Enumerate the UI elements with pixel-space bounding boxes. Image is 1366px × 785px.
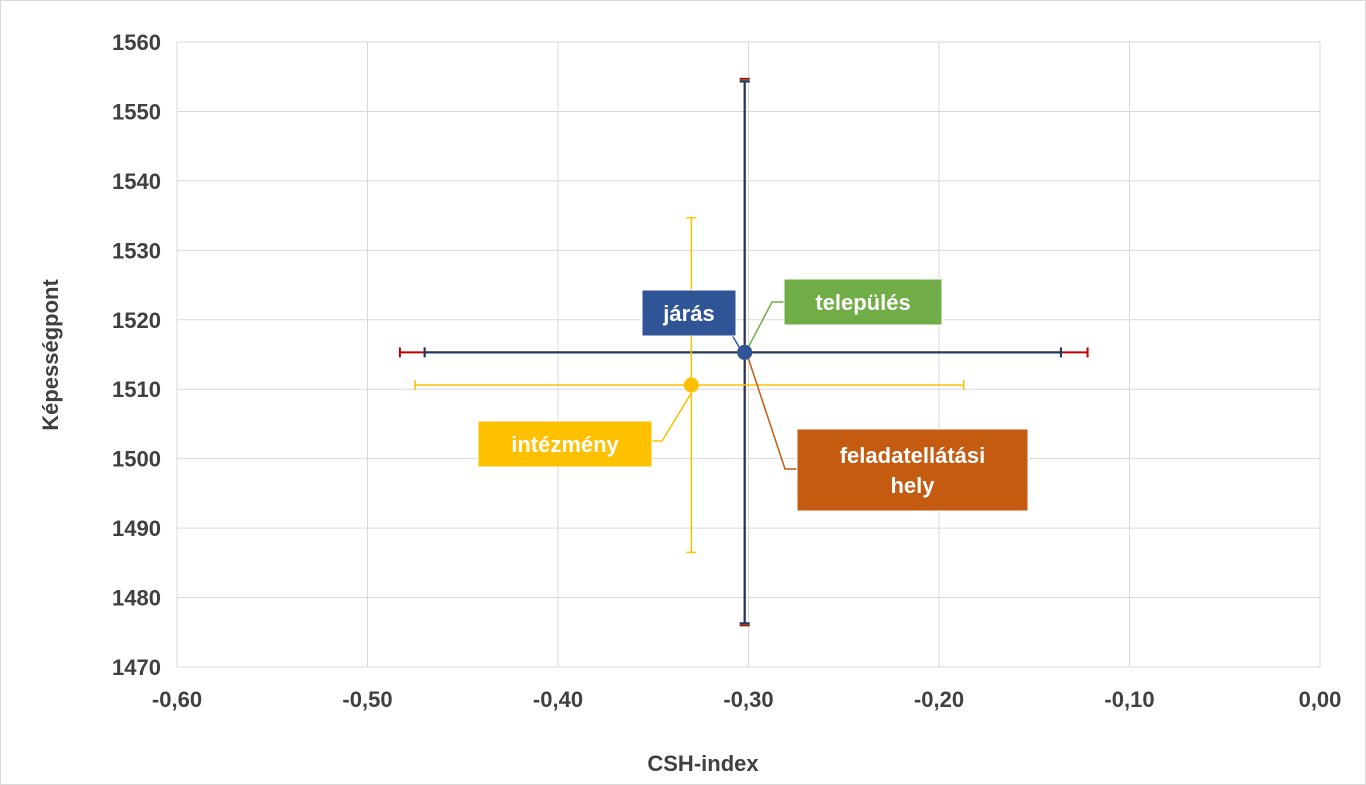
callout-box xyxy=(477,420,653,468)
data-point xyxy=(737,344,753,360)
callout-label-text: járás xyxy=(662,301,714,326)
data-points xyxy=(683,344,753,393)
y-tick-label: 1550 xyxy=(112,99,161,124)
x-tick-label: 0,00 xyxy=(1299,687,1342,712)
callout-leader xyxy=(747,301,784,349)
y-tick-label: 1500 xyxy=(112,447,161,472)
y-tick-label: 1530 xyxy=(112,238,161,263)
x-tick-label: -0,60 xyxy=(152,687,202,712)
grid-lines xyxy=(176,41,1321,668)
callout-leader xyxy=(746,356,797,470)
x-tick-label: -0,50 xyxy=(342,687,392,712)
callout-leader-lines xyxy=(652,301,797,470)
x-tick-label: -0,10 xyxy=(1104,687,1154,712)
y-tick-label: 1510 xyxy=(112,377,161,402)
x-tick-label: -0,20 xyxy=(914,687,964,712)
callout-label-text: település xyxy=(815,290,910,315)
callout-box xyxy=(641,289,737,337)
callout-box xyxy=(783,278,943,326)
callout-label-text: hely xyxy=(890,473,935,498)
y-tick-label: 1560 xyxy=(112,30,161,55)
x-tick-label: -0,40 xyxy=(533,687,583,712)
y-tick-label: 1540 xyxy=(112,169,161,194)
callout-label-text: intézmény xyxy=(511,432,619,457)
y-tick-label: 1470 xyxy=(112,655,161,680)
y-axis-title: Képességpont xyxy=(38,279,63,431)
axes: -0,60 -0,50 -0,40 -0,30 -0,20 -0,10 0,00 1470 14… xyxy=(112,30,1341,712)
callout-box xyxy=(796,428,1029,512)
data-point xyxy=(683,377,699,393)
callout-leader xyxy=(652,392,692,442)
y-tick-label: 1520 xyxy=(112,308,161,333)
callout-labels: feladatellátási hely település járás intézmé… xyxy=(477,278,1029,512)
x-tick-label: -0,30 xyxy=(723,687,773,712)
y-tick-label: 1480 xyxy=(112,586,161,611)
x-axis-title: CSH-index xyxy=(647,751,759,776)
callout-label-text: feladatellátási xyxy=(840,443,986,468)
y-tick-label: 1490 xyxy=(112,516,161,541)
